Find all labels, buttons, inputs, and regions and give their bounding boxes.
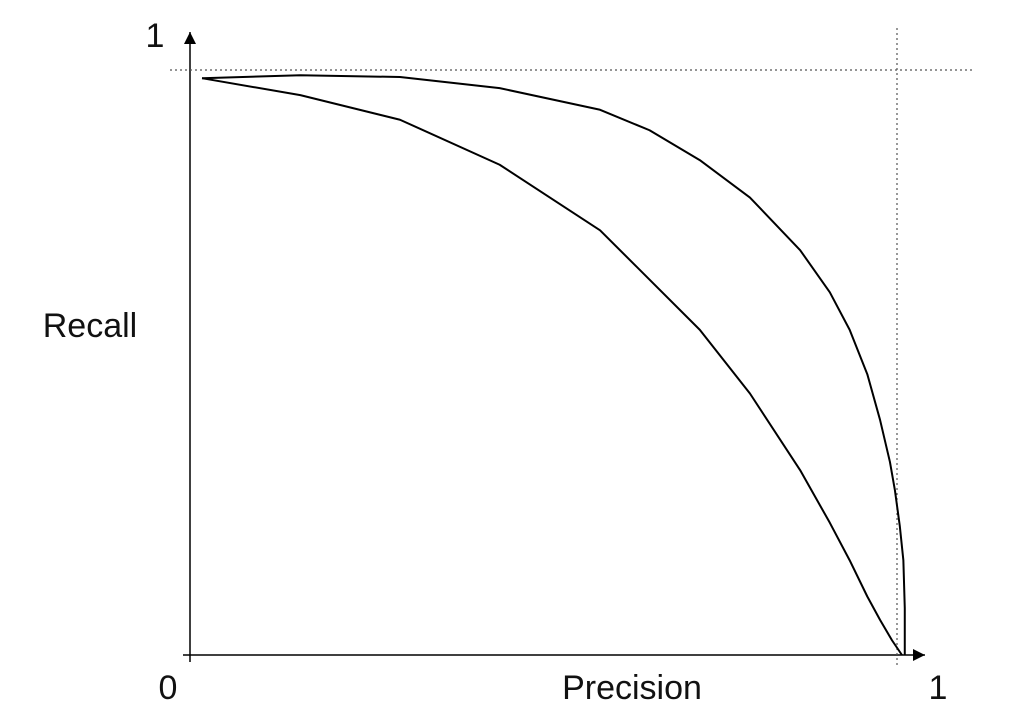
curve [201, 77, 903, 656]
y-tick-label: 1 [146, 17, 165, 55]
curve [201, 74, 906, 655]
y-axis-label: Recall [43, 307, 137, 345]
x-axis-label: Precision [562, 669, 702, 707]
x-tick-label: 0 [159, 669, 178, 707]
x-tick-label: 1 [929, 669, 948, 707]
